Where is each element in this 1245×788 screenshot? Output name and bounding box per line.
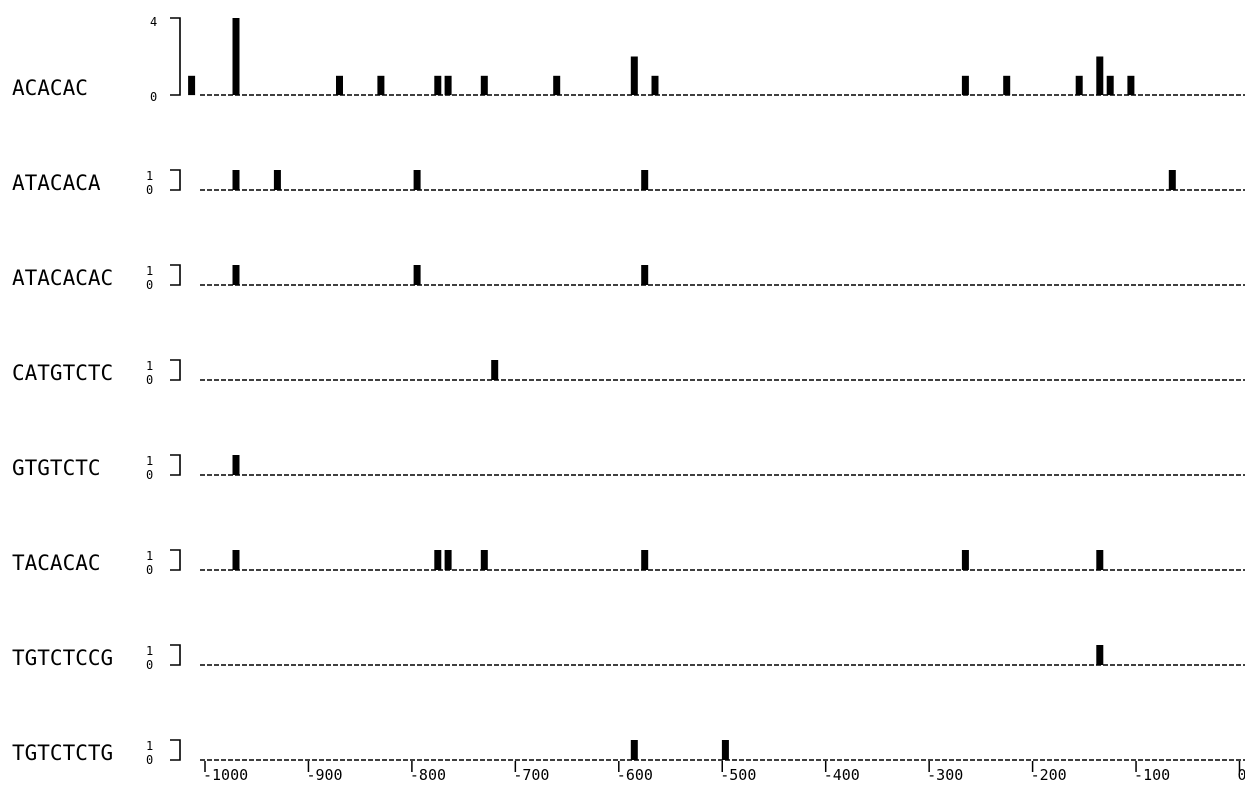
y-scale-bracket [170, 549, 181, 571]
y-scale-bracket [170, 17, 181, 96]
occurrence-bar [1096, 550, 1104, 570]
y-scale-bracket [170, 169, 181, 191]
occurrence-bar [273, 170, 281, 190]
motif-row: GTGTCTC 10 [12, 454, 1245, 482]
occurrence-bar [961, 75, 969, 96]
x-tick-label: -900 [306, 766, 342, 784]
x-tick-label: -600 [617, 766, 653, 784]
occurrence-bar [1168, 170, 1176, 190]
motif-label: CATGTCTC [12, 361, 113, 385]
x-tick-label: -800 [410, 766, 446, 784]
occurrence-bar [630, 740, 638, 760]
occurrence-bar [553, 75, 561, 96]
occurrence-bar [651, 75, 659, 96]
y-max-label: 4 [150, 15, 157, 29]
occurrence-bar [413, 265, 421, 285]
motif-label: ATACACA [12, 171, 101, 195]
occurrence-bar [444, 550, 452, 570]
occurrence-bar [1096, 645, 1104, 665]
x-tick-label: -100 [1134, 766, 1170, 784]
occurrence-bar [961, 550, 969, 570]
occurrence-bar [444, 75, 452, 96]
y-scale-bracket [170, 739, 181, 761]
occurrence-bar [480, 75, 488, 96]
y-max-label: 1 [146, 359, 153, 373]
occurrence-bar [377, 75, 385, 96]
y-max-label: 1 [146, 739, 153, 753]
occurrence-bar [1003, 75, 1011, 96]
y-max-label: 1 [146, 454, 153, 468]
x-tick-label: -300 [927, 766, 963, 784]
motif-label: ATACACAC [12, 266, 113, 290]
occurrence-bar [434, 550, 442, 570]
y-min-label: 0 [146, 468, 153, 482]
occurrence-bar [188, 75, 196, 96]
occurrence-bar [232, 455, 240, 475]
motif-row: ACACAC 4 0 [12, 15, 1245, 104]
motif-label: ACACAC [12, 76, 88, 100]
x-tick-label: -200 [1031, 766, 1067, 784]
y-max-label: 1 [146, 264, 153, 278]
motif-row: CATGTCTC 10 [12, 359, 1245, 387]
y-min-label: 0 [146, 373, 153, 387]
y-min-label: 0 [146, 183, 153, 197]
occurrence-bar [721, 740, 729, 760]
y-max-label: 1 [146, 549, 153, 563]
occurrence-bar [336, 75, 343, 96]
x-tick-label: 0 [1238, 766, 1245, 784]
occurrence-bar [641, 550, 649, 570]
x-tick-label: -1000 [203, 766, 248, 784]
y-scale-bracket [170, 264, 181, 286]
occurrence-bar [232, 550, 240, 570]
motif-label: TGTCTCTG [12, 741, 113, 765]
occurrence-bar [1106, 75, 1114, 96]
y-max-label: 1 [146, 169, 153, 183]
occurrence-bar [232, 18, 240, 95]
occurrence-bar [1096, 56, 1104, 95]
occurrence-bar [232, 170, 240, 190]
y-max-label: 1 [146, 644, 153, 658]
x-tick-label: -700 [513, 766, 549, 784]
occurrence-bar [413, 170, 421, 190]
y-scale-bracket [170, 454, 181, 476]
x-axis: -1000 -900 -800 -700 -600 -500 -400 -300 -200 -10… [203, 761, 1245, 784]
occurrence-bar [630, 56, 638, 95]
motif-row: TGTCTCCG 10 [12, 644, 1245, 672]
occurrence-bar [1127, 75, 1135, 96]
occurrence-bar [434, 75, 442, 96]
occurrence-bar [641, 170, 649, 190]
y-min-label: 0 [150, 90, 157, 104]
y-min-label: 0 [146, 563, 153, 577]
occurrence-bar [1075, 75, 1083, 96]
motif-label: TACACAC [12, 551, 101, 575]
x-tick-label: -400 [824, 766, 860, 784]
motif-label: TGTCTCCG [12, 646, 113, 670]
motif-label: GTGTCTC [12, 456, 101, 480]
y-min-label: 0 [146, 753, 153, 767]
occurrence-bar [491, 360, 499, 380]
y-min-label: 0 [146, 278, 153, 292]
y-min-label: 0 [146, 658, 153, 672]
occurrence-bar [232, 265, 240, 285]
x-tick-label: -500 [720, 766, 756, 784]
y-scale-bracket [170, 359, 181, 381]
occurrence-bar [480, 550, 488, 570]
y-scale-bracket [170, 644, 181, 666]
motif-row: ATACACAC 10 [12, 264, 1245, 292]
motif-row: TGTCTCTG 10 [12, 739, 1245, 767]
motif-row: TACACAC 10 [12, 549, 1245, 577]
occurrence-bar [641, 265, 649, 285]
motif-row: ATACACA 10 [12, 169, 1245, 197]
